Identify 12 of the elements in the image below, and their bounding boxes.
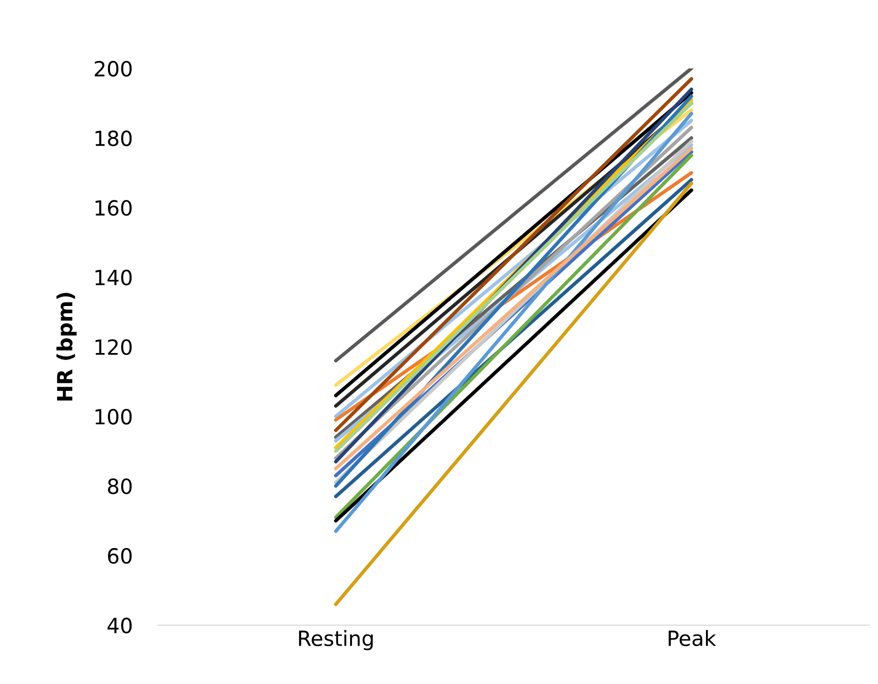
y-tick-label: 180	[96, 130, 132, 146]
y-tick-label: 60	[108, 548, 132, 564]
x-tick-label: Resting	[299, 630, 373, 650]
y-tick-label: 200	[94, 60, 132, 77]
y-tick-label: 140	[96, 270, 132, 286]
y-tick-label: 120	[96, 339, 132, 355]
y-tick-label: 160	[96, 200, 132, 216]
y-axis-title: HR (bpm)	[56, 292, 77, 401]
y-tick-label: 80	[108, 478, 132, 494]
x-tick-label: Peak	[668, 630, 716, 646]
y-tick-label: 40	[108, 618, 132, 634]
y-tick-label: 100	[96, 408, 132, 425]
